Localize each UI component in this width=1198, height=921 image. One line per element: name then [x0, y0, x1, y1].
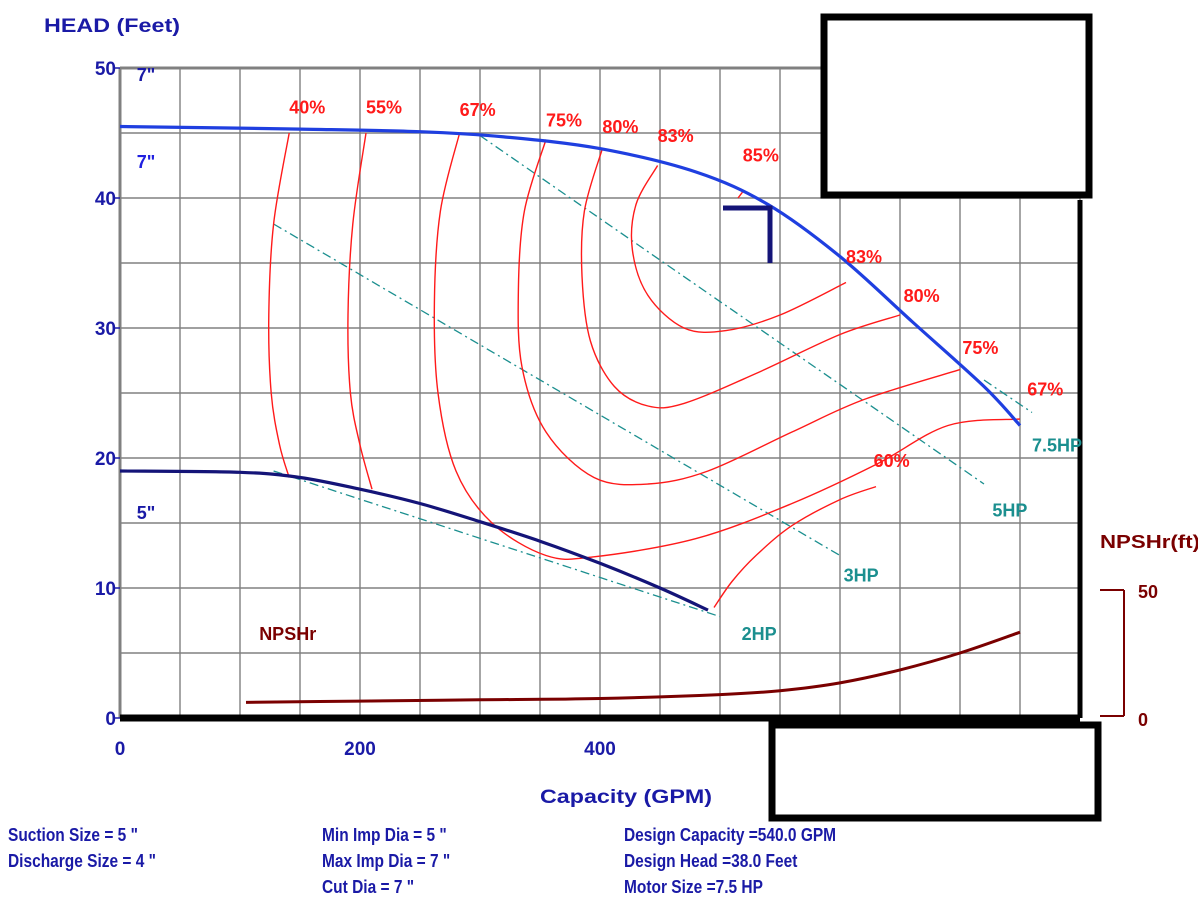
y-tick-label: 30: [95, 319, 116, 340]
power-label: 7.5HP: [1032, 436, 1082, 456]
efficiency-label: 67%: [1027, 380, 1063, 400]
motor-size-text: Motor Size =7.5 HP: [624, 877, 763, 897]
efficiency-label: 80%: [602, 117, 638, 137]
power-line-7-5hp: [983, 379, 1033, 414]
impeller-curve-7in: [119, 124, 1022, 427]
efficiency-label: 83%: [658, 126, 694, 146]
efficiency-curve-83pct: [630, 165, 847, 334]
curve-label: 7": [137, 152, 156, 172]
discharge-size-text: Discharge Size = 4 ": [8, 851, 157, 871]
power-label: 5HP: [992, 501, 1027, 521]
info-col-sizes: Suction Size = 5 " Discharge Size = 4 ": [8, 822, 156, 874]
info-col-design: Design Capacity =540.0 GPM Design Head =…: [624, 822, 836, 900]
suction-size-text: Suction Size = 5 ": [8, 825, 138, 845]
info-col-impeller: Min Imp Dia = 5 " Max Imp Dia = 7 " Cut …: [322, 822, 450, 900]
efficiency-label: 75%: [546, 111, 582, 131]
power-line-2hp: [273, 470, 721, 618]
y-tick-label: 20: [95, 449, 116, 470]
design-head-text: Design Head =38.0 Feet: [624, 851, 798, 871]
series-labels: 40% 55% 67% 75% 80% 83% 85% 83% 80% 75% 67% 60% 7.5H…: [137, 65, 1082, 644]
redaction-box-top: [820, 13, 1093, 199]
curve-label: 7": [137, 65, 156, 85]
efficiency-curve-75pct: [517, 139, 961, 486]
impeller-curve-5in: [119, 469, 709, 612]
redaction-box-bottom: [768, 721, 1102, 822]
x-tick-label: 400: [584, 739, 616, 760]
y-tick-label: 0: [105, 709, 116, 730]
efficiency-label: 67%: [460, 100, 496, 120]
efficiency-label: 80%: [904, 286, 940, 306]
curve-label: NPSHr: [259, 624, 316, 644]
efficiency-curve-55pct: [347, 132, 373, 490]
efficiency-curve-60pct: [713, 485, 877, 608]
efficiency-label: 83%: [846, 247, 882, 267]
y-tick-label: 10: [95, 579, 116, 600]
efficiency-label: 85%: [743, 146, 779, 166]
design-capacity-text: Design Capacity =540.0 GPM: [624, 825, 837, 845]
secondary-axis: [1100, 589, 1125, 717]
max-imp-dia-text: Max Imp Dia = 7 ": [322, 851, 451, 871]
power-line-3hp: [273, 223, 841, 557]
npshr-curve: [245, 630, 1021, 704]
x-tick-label: 200: [344, 739, 376, 760]
efficiency-label: 75%: [962, 338, 998, 358]
axis-ticks: 0 10 20 30 40 50 0 200 400: [95, 59, 616, 760]
secondary-tick-label: 0: [1138, 710, 1148, 730]
efficiency-curve-67pct: [433, 132, 1021, 560]
power-label: 2HP: [742, 624, 777, 644]
min-imp-dia-text: Min Imp Dia = 5 ": [322, 825, 447, 845]
efficiency-curve-80pct: [580, 148, 901, 409]
secondary-axis-title: NPSHr(ft): [1100, 532, 1198, 552]
y-tick-label: 50: [95, 59, 116, 80]
y-tick-label: 40: [95, 189, 116, 210]
curve-label: 5": [137, 503, 156, 523]
series: [119, 124, 1033, 704]
x-tick-label: 0: [115, 739, 126, 760]
design-point-marker: [723, 205, 773, 263]
power-label: 3HP: [844, 566, 879, 586]
x-axis-title: Capacity (GPM): [540, 787, 712, 808]
y-axis-title: HEAD (Feet): [44, 16, 180, 37]
efficiency-curve-40pct: [268, 132, 290, 478]
efficiency-label: 60%: [874, 451, 910, 471]
efficiency-label: 40%: [289, 98, 325, 118]
power-line-5hp: [479, 135, 985, 485]
efficiency-label: 55%: [366, 98, 402, 118]
secondary-tick-label: 50: [1138, 582, 1158, 602]
cut-dia-text: Cut Dia = 7 ": [322, 877, 415, 897]
